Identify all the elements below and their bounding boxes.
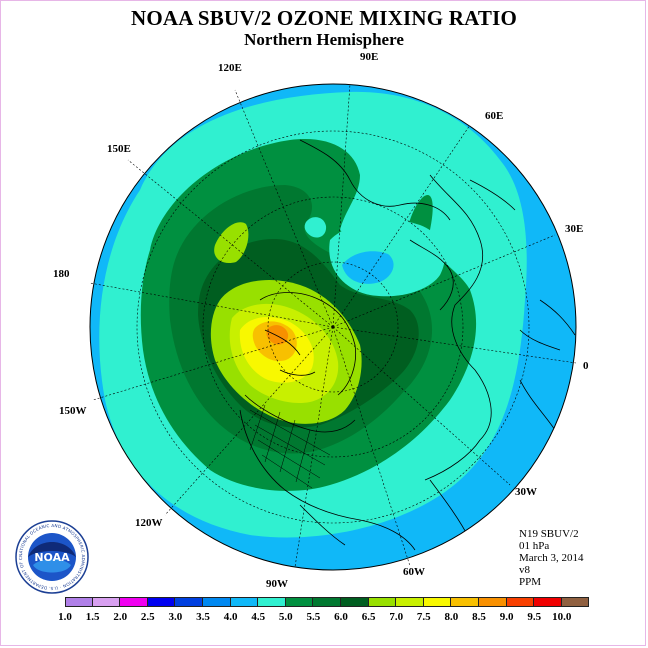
legend-swatch-4 xyxy=(175,597,203,607)
lon-label-30e: 30E xyxy=(565,223,584,235)
political-boundaries xyxy=(249,404,331,489)
legend-label-5: 3.5 xyxy=(196,611,210,623)
lon-label-150e: 150E xyxy=(107,143,131,155)
lon-label-90e: 90E xyxy=(360,51,379,63)
legend-swatch-17 xyxy=(534,597,562,607)
noaa-logo: NATIONAL OCEANIC AND ATMOSPHERIC ADMINIS… xyxy=(14,519,89,594)
lon-label-90w: 90W xyxy=(266,578,288,590)
logo-text: NOAA xyxy=(34,551,70,564)
legend-label-8: 5.0 xyxy=(278,611,293,623)
graticule xyxy=(89,83,577,568)
coastlines xyxy=(239,139,576,551)
lon-label-120e: 120E xyxy=(218,62,242,74)
lon-label-60w: 60W xyxy=(403,566,425,578)
legend-swatch-0 xyxy=(65,597,93,607)
legend-swatch-6 xyxy=(230,597,259,607)
lon-label-0: 0 xyxy=(583,360,589,372)
legend-swatch-2 xyxy=(120,597,148,607)
satellite-label: N19 SBUV/2 xyxy=(519,528,579,540)
units-label: PPM xyxy=(519,576,542,588)
legend-swatch-8 xyxy=(285,597,314,607)
legend-label-2: 2.0 xyxy=(113,611,128,623)
color-legend xyxy=(65,597,590,607)
map-title: NOAA SBUV/2 OZONE MIXING RATIO xyxy=(131,6,517,30)
legend-swatch-13 xyxy=(423,597,452,607)
contour-4-0-hole xyxy=(342,251,394,284)
legend-label-12: 7.0 xyxy=(389,611,404,623)
version-label: v8 xyxy=(519,564,530,576)
pressure-level-label: 01 hPa xyxy=(519,540,550,552)
map-boundary xyxy=(89,83,577,571)
info-block: N19 SBUV/2 01 hPa March 3, 2014 v8 PPM xyxy=(519,528,583,588)
legend-swatch-3 xyxy=(147,597,176,607)
legend-label-18: 10.0 xyxy=(552,611,572,623)
legend-label-1: 1.5 xyxy=(85,611,100,623)
legend-label-13: 7.5 xyxy=(416,611,431,623)
legend-label-0: 1.0 xyxy=(58,611,72,623)
legend-label-10: 6.0 xyxy=(334,611,348,623)
legend-swatch-12 xyxy=(396,597,424,607)
legend-swatch-9 xyxy=(313,597,341,607)
legend-swatch-14 xyxy=(451,597,479,607)
legend-swatch-1 xyxy=(92,597,121,607)
contour-8-5 xyxy=(266,325,289,345)
legend-swatch-18 xyxy=(561,597,590,607)
legend-label-6: 4.0 xyxy=(223,611,238,623)
legend-label-14: 8.0 xyxy=(444,611,459,623)
legend-label-9: 5.5 xyxy=(306,611,321,623)
legend-label-15: 8.5 xyxy=(472,611,486,623)
legend-label-3: 2.5 xyxy=(140,611,155,623)
contour-6-5-blob xyxy=(214,222,249,264)
lon-label-120w: 120W xyxy=(135,517,163,529)
legend-swatch-15 xyxy=(478,597,507,607)
legend-label-11: 6.5 xyxy=(361,611,376,623)
legend-swatch-5 xyxy=(202,597,231,607)
legend-swatch-16 xyxy=(506,597,535,607)
map-subtitle: Northern Hemisphere xyxy=(244,30,404,49)
lon-label-180: 180 xyxy=(53,268,70,280)
lon-label-60e: 60E xyxy=(485,110,504,122)
date-label: March 3, 2014 xyxy=(519,552,584,564)
legend-swatch-11 xyxy=(368,597,397,607)
legend-label-7: 4.5 xyxy=(251,611,266,623)
legend-label-4: 3.0 xyxy=(168,611,183,623)
legend-swatch-7 xyxy=(258,597,286,607)
lon-label-30w: 30W xyxy=(515,486,537,498)
legend-label-16: 9.0 xyxy=(499,611,514,623)
contour-4-5-blob xyxy=(304,217,327,238)
legend-label-17: 9.5 xyxy=(527,611,542,623)
lon-label-150w: 150W xyxy=(59,405,87,417)
legend-swatch-10 xyxy=(340,597,369,607)
